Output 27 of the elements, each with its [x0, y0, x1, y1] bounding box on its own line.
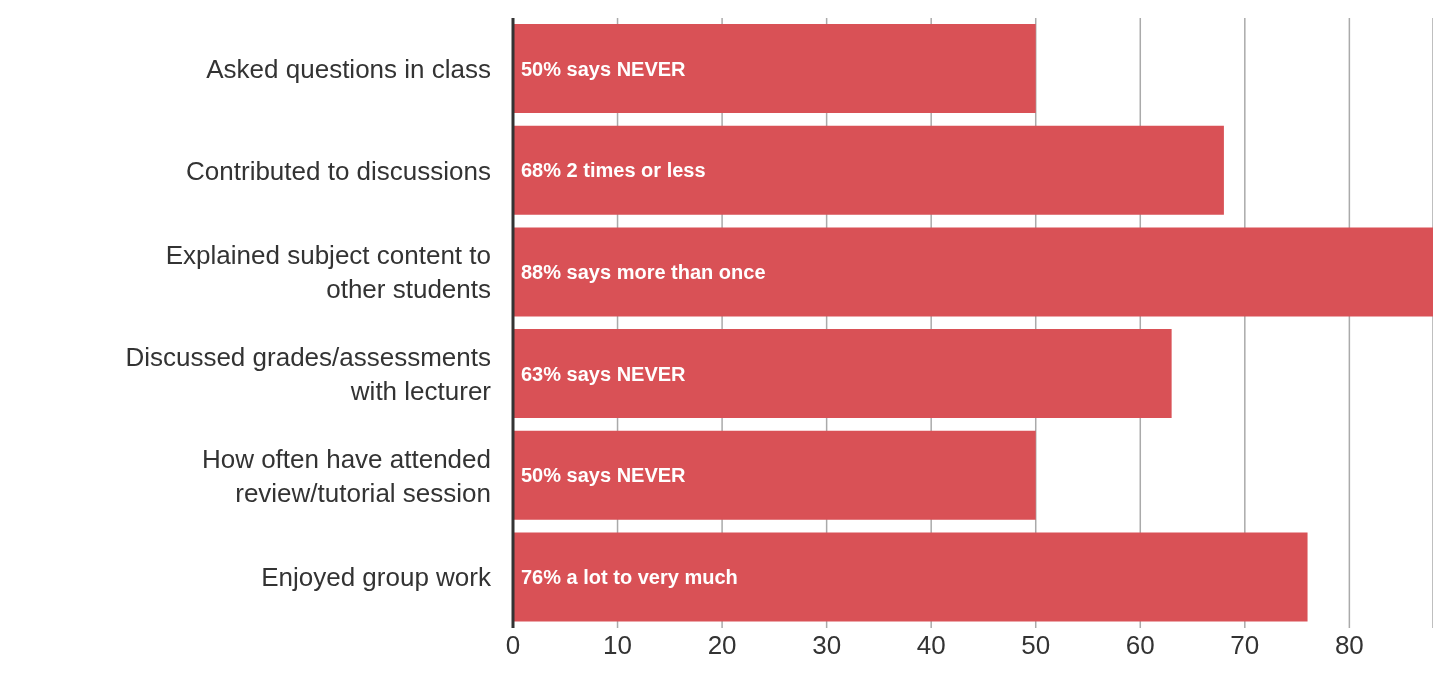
y-tick-label: Discussed grades/assessments with lecturer — [125, 341, 492, 406]
data-label: 63% says NEVER — [521, 362, 687, 385]
x-tick-label: 20 — [707, 630, 737, 661]
x-tick-label: 40 — [916, 630, 946, 661]
data-label: 50% says NEVER — [521, 57, 687, 80]
y-tick-label: How often have attended review/tutorial session — [201, 443, 491, 508]
bar — [513, 24, 1036, 114]
data-label: 50% says NEVER — [521, 464, 687, 487]
y-tick-label: Contributed to discussions — [186, 155, 491, 186]
x-tick-label: 60 — [1125, 630, 1155, 661]
bar — [513, 329, 1172, 419]
data-label: 88% says more than once — [521, 261, 766, 284]
data-label: 68% 2 times or less — [521, 159, 706, 182]
x-tick-label: 70 — [1230, 630, 1260, 661]
y-tick-label: Enjoyed group work — [261, 562, 492, 593]
bar — [513, 125, 1224, 215]
bar — [513, 532, 1308, 622]
x-tick-label: 30 — [812, 630, 842, 661]
x-tick-label: 50 — [1021, 630, 1051, 661]
bar — [513, 227, 1433, 317]
x-tick-label: 80 — [1334, 630, 1364, 661]
x-tick-label: 10 — [603, 630, 633, 661]
data-label: 76% a lot to very much — [521, 566, 738, 589]
x-tick-label: 0 — [505, 630, 521, 661]
y-tick-label: Asked questions in class — [206, 53, 491, 84]
y-tick-label: Explained subject content to other students — [165, 240, 491, 305]
bar — [513, 430, 1036, 520]
